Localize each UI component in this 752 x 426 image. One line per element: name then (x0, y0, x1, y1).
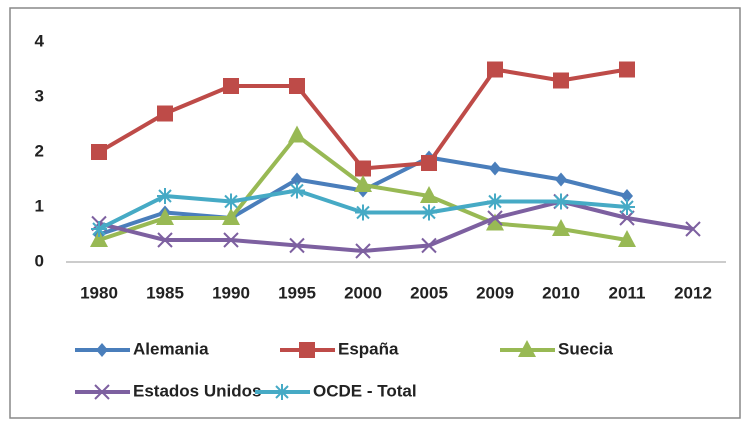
data-point (421, 155, 437, 171)
data-point (487, 61, 503, 78)
data-point (157, 188, 173, 204)
legend-marker (94, 384, 110, 400)
data-point (553, 193, 569, 210)
data-point (355, 243, 371, 259)
data-point (486, 213, 504, 231)
legend-label: Suecia (558, 339, 613, 358)
data-point (222, 208, 240, 225)
x-tick-label: 2009 (476, 283, 514, 302)
data-point (289, 78, 305, 94)
x-tick-label: 1980 (80, 283, 118, 302)
data-point (553, 72, 569, 89)
y-tick-label: 0 (35, 251, 44, 270)
x-tick-label: 2011 (609, 283, 646, 302)
data-point (421, 237, 437, 254)
legend-marker (274, 384, 290, 400)
y-tick-label: 4 (35, 31, 45, 50)
data-point (552, 219, 570, 236)
data-point (91, 221, 107, 237)
x-tick-label: 2012 (674, 283, 712, 302)
data-point (223, 193, 239, 210)
series-line (98, 199, 694, 253)
data-point (157, 105, 173, 122)
data-point (91, 144, 107, 160)
y-tick-label: 2 (35, 141, 44, 160)
y-tick-label: 3 (35, 86, 44, 105)
legend-label: Alemania (133, 339, 209, 358)
legend-marker (96, 343, 108, 357)
legend-label: OCDE - Total (313, 381, 417, 400)
data-point (489, 161, 501, 176)
x-tick-label: 2005 (410, 283, 448, 302)
data-point (618, 230, 636, 247)
data-point (619, 199, 635, 215)
x-tick-label: 1995 (278, 283, 316, 302)
data-point (685, 221, 701, 237)
data-point (289, 237, 305, 254)
legend-marker (299, 342, 315, 358)
x-tick-label: 2010 (542, 283, 580, 302)
data-point (555, 172, 567, 187)
legend-label: España (338, 339, 399, 358)
data-point (157, 232, 173, 248)
data-point (223, 232, 239, 248)
data-point (355, 204, 371, 221)
legend-label: Estados Unidos (133, 381, 261, 400)
x-tick-label: 1985 (146, 283, 184, 302)
data-point (90, 230, 108, 247)
data-point (156, 208, 174, 225)
data-point (619, 210, 635, 226)
data-point (619, 61, 635, 78)
y-tick-label: 1 (35, 196, 44, 215)
x-tick-label: 1990 (212, 283, 250, 302)
data-point (355, 160, 371, 177)
data-point (420, 186, 438, 203)
data-point (621, 189, 633, 203)
legend-marker (518, 340, 536, 357)
data-point (291, 172, 303, 187)
data-point (421, 204, 437, 221)
data-point (288, 125, 306, 143)
data-point (223, 78, 239, 94)
x-tick-label: 2000 (344, 283, 382, 302)
data-point (487, 193, 503, 210)
data-point (487, 210, 503, 226)
data-point (289, 182, 305, 199)
data-point (354, 175, 372, 192)
